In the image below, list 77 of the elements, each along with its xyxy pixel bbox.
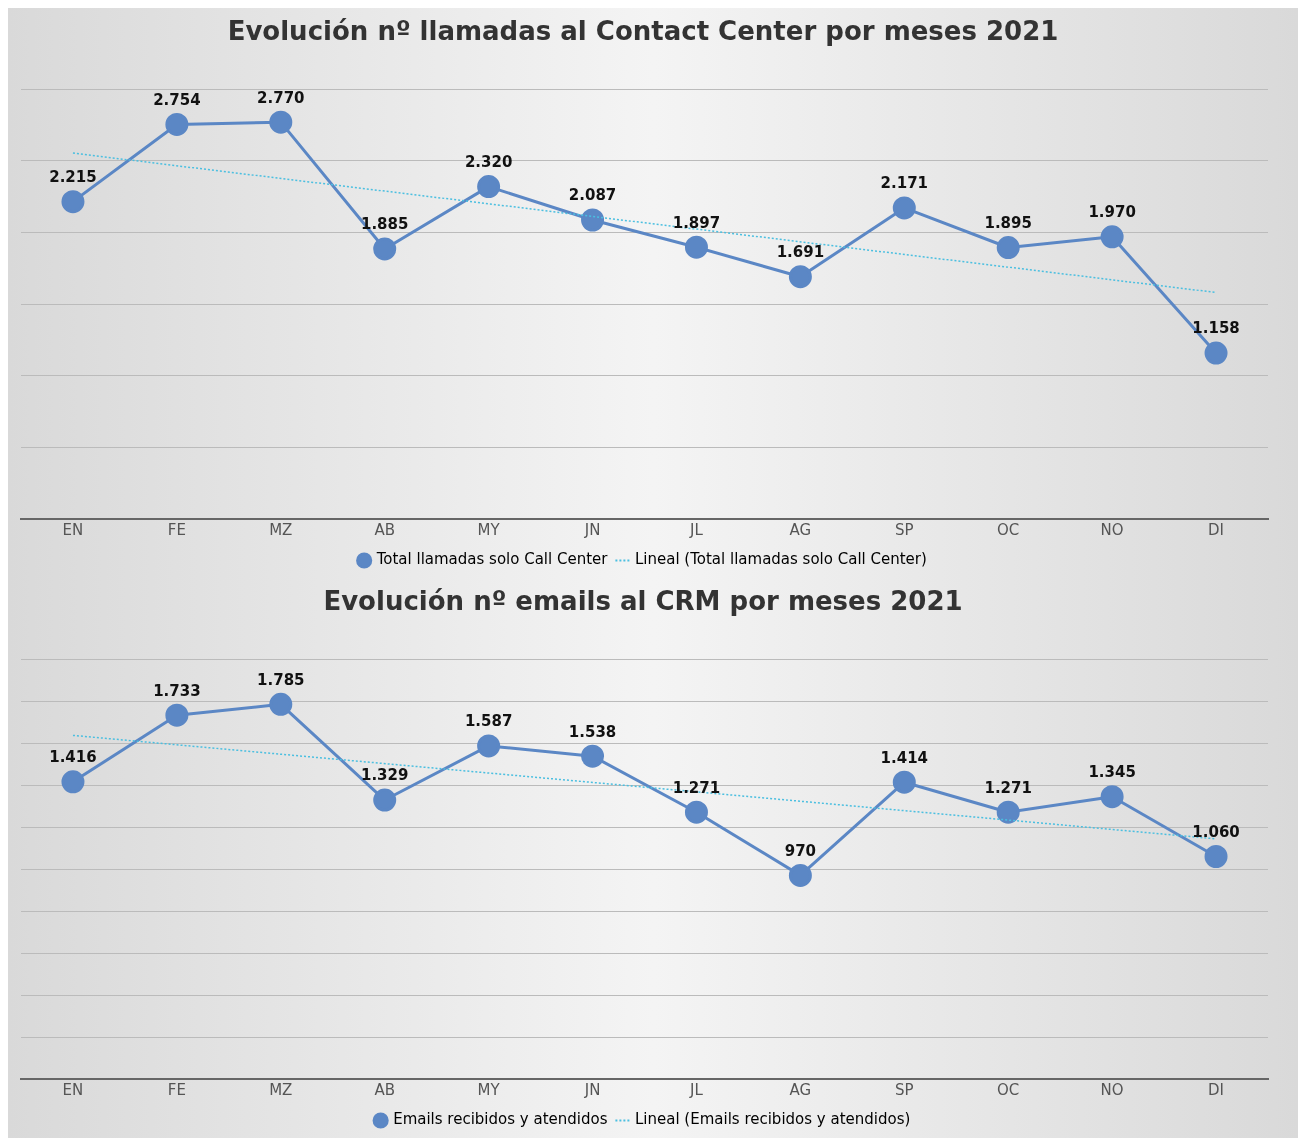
x-tick-label: MZ [269, 520, 293, 539]
x-tick-label: MY [477, 1080, 501, 1099]
x-tick-label: AG [789, 1080, 812, 1099]
data-label: 1.733 [153, 681, 201, 700]
chart-title: Evolución nº llamadas al Contact Center por meses 2021 [227, 16, 1059, 47]
point [165, 703, 189, 727]
point [61, 190, 85, 214]
point [684, 235, 708, 259]
x-tick-label: FE [167, 520, 186, 539]
legend-label: Lineal (Emails recibidos y atendidos) [634, 1110, 911, 1129]
x-tick-label: JL [689, 520, 704, 539]
data-label: 1.414 [880, 748, 929, 767]
data-label: 1.158 [1192, 319, 1240, 338]
point [165, 112, 189, 136]
x-tick-label: FE [167, 1080, 186, 1099]
data-label: 1.785 [257, 670, 305, 689]
data-label: 970 [784, 841, 817, 860]
point [892, 196, 916, 220]
data-label: 1.587 [464, 712, 513, 731]
data-label: 1.691 [776, 243, 825, 262]
x-tick-label: AB [374, 520, 395, 539]
x-tick-label: JL [689, 1080, 704, 1099]
data-label: 1.329 [360, 766, 409, 785]
point [581, 744, 605, 768]
point [373, 237, 397, 261]
x-tick-label: NO [1100, 520, 1124, 539]
point [373, 788, 397, 812]
data-label: 1.271 [672, 778, 721, 797]
legend-label: Emails recibidos y atendidos [393, 1110, 608, 1129]
data-label: 2.754 [153, 90, 201, 109]
point [996, 800, 1020, 824]
x-tick-label: SP [895, 1080, 914, 1099]
data-label: 1.897 [672, 213, 721, 232]
data-label: 1.416 [49, 748, 97, 767]
data-label: 2.087 [568, 186, 617, 205]
point [269, 692, 293, 716]
data-label: 2.770 [257, 88, 305, 107]
data-label: 1.271 [984, 778, 1032, 797]
chart-title: Evolución nº emails al CRM por meses 2021 [323, 586, 963, 617]
point [1100, 225, 1124, 249]
data-label: 1.538 [568, 722, 617, 741]
x-tick-label: DI [1208, 520, 1225, 539]
point [788, 265, 812, 289]
x-tick-label: DI [1208, 1080, 1225, 1099]
legend-label: Lineal (Total llamadas solo Call Center) [634, 550, 927, 569]
point [892, 770, 916, 794]
x-tick-label: NO [1100, 1080, 1124, 1099]
data-label: 2.215 [49, 168, 97, 187]
x-tick-label: AB [374, 1080, 395, 1099]
point [477, 175, 501, 199]
x-tick-label: JN [583, 520, 601, 539]
point [581, 208, 605, 232]
x-tick-label: MY [477, 520, 501, 539]
data-label: 1.895 [984, 213, 1032, 232]
point [1204, 845, 1228, 869]
data-label: 2.171 [880, 174, 929, 193]
x-tick-label: JN [583, 1080, 601, 1099]
point [1204, 341, 1228, 365]
data-label: 1.970 [1088, 203, 1136, 222]
x-tick-label: EN [62, 520, 84, 539]
point [269, 110, 293, 134]
data-label: 1.345 [1088, 763, 1136, 782]
point [1100, 785, 1124, 809]
point [684, 800, 708, 824]
point [996, 236, 1020, 260]
data-label: 2.320 [464, 153, 513, 172]
x-tick-label: OC [997, 1080, 1020, 1099]
point [477, 734, 501, 758]
point [61, 770, 85, 794]
data-label: 1.060 [1192, 822, 1240, 841]
legend-label: Total llamadas solo Call Center [375, 550, 609, 569]
x-tick-label: OC [997, 520, 1020, 539]
x-tick-label: AG [789, 520, 812, 539]
x-tick-label: MZ [269, 1080, 293, 1099]
x-tick-label: EN [62, 1080, 84, 1099]
point [788, 863, 812, 887]
x-tick-label: SP [895, 520, 914, 539]
